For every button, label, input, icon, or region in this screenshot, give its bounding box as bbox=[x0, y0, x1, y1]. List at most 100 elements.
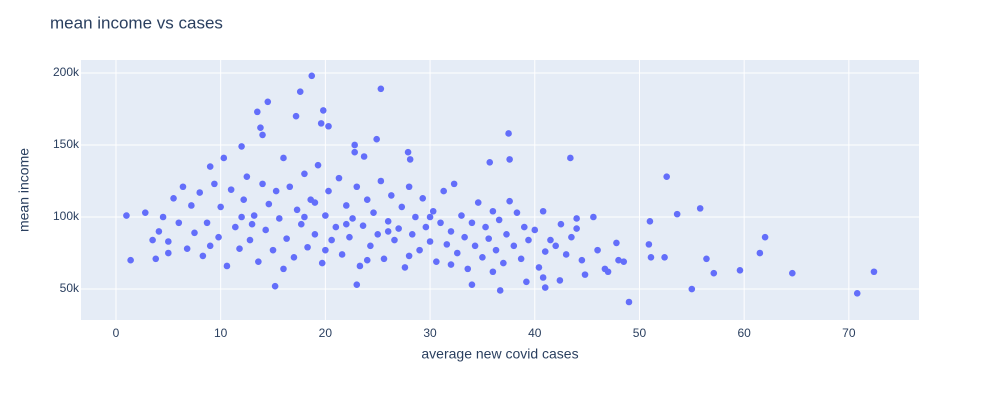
point bbox=[492, 246, 500, 254]
point bbox=[573, 225, 580, 232]
point bbox=[259, 180, 266, 188]
point bbox=[422, 223, 430, 231]
point bbox=[395, 225, 402, 232]
point bbox=[206, 163, 214, 170]
point bbox=[238, 213, 245, 221]
point bbox=[539, 207, 547, 215]
point bbox=[296, 88, 304, 95]
point bbox=[325, 122, 332, 130]
point bbox=[188, 202, 195, 209]
point bbox=[541, 284, 549, 291]
x-tick-label: 40 bbox=[528, 326, 542, 340]
point bbox=[552, 242, 559, 250]
point bbox=[265, 200, 273, 208]
point bbox=[155, 228, 163, 235]
point bbox=[255, 258, 262, 265]
point bbox=[513, 209, 521, 216]
point bbox=[232, 223, 239, 231]
point bbox=[517, 255, 525, 263]
point bbox=[525, 236, 532, 244]
point bbox=[433, 258, 440, 265]
point bbox=[443, 241, 451, 248]
x-tick-label: 0 bbox=[113, 326, 120, 340]
point bbox=[736, 267, 744, 274]
point bbox=[280, 265, 287, 273]
point bbox=[353, 183, 361, 191]
point bbox=[223, 262, 231, 270]
point bbox=[590, 213, 597, 221]
point bbox=[356, 262, 364, 270]
point bbox=[474, 199, 482, 206]
point bbox=[568, 233, 575, 241]
point bbox=[696, 205, 704, 212]
point bbox=[429, 207, 437, 215]
point bbox=[240, 196, 248, 204]
point bbox=[292, 112, 300, 120]
chart-title: mean income vs cases bbox=[50, 13, 223, 32]
x-tick-label: 10 bbox=[214, 326, 228, 340]
point bbox=[319, 107, 327, 114]
point bbox=[269, 246, 277, 254]
point bbox=[523, 278, 530, 286]
point bbox=[710, 269, 718, 277]
point bbox=[506, 156, 513, 163]
point bbox=[503, 230, 510, 238]
point bbox=[384, 218, 392, 225]
point bbox=[388, 192, 395, 199]
point bbox=[367, 242, 374, 250]
point bbox=[343, 220, 350, 228]
point bbox=[179, 183, 187, 191]
x-tick-label: 70 bbox=[842, 326, 856, 340]
point bbox=[450, 180, 458, 188]
y-axis-title: mean income bbox=[16, 148, 32, 232]
y-tick-label: 100k bbox=[53, 209, 80, 223]
point bbox=[620, 258, 628, 265]
point bbox=[447, 261, 455, 268]
point bbox=[220, 154, 228, 162]
point bbox=[227, 186, 235, 193]
point bbox=[343, 202, 350, 209]
point bbox=[601, 265, 609, 273]
point bbox=[458, 212, 465, 219]
point bbox=[703, 255, 710, 263]
point bbox=[271, 282, 279, 290]
point bbox=[401, 264, 409, 271]
point bbox=[398, 203, 406, 211]
point bbox=[311, 199, 319, 206]
point bbox=[293, 206, 301, 214]
point bbox=[541, 248, 549, 255]
x-tick-label: 20 bbox=[319, 326, 333, 340]
point bbox=[870, 268, 878, 276]
point bbox=[479, 254, 486, 261]
point bbox=[286, 183, 294, 191]
point bbox=[495, 216, 503, 224]
point bbox=[557, 220, 565, 228]
point bbox=[322, 212, 329, 219]
point bbox=[322, 246, 329, 254]
point bbox=[149, 236, 156, 244]
point bbox=[615, 256, 622, 264]
point bbox=[351, 141, 358, 149]
point bbox=[567, 154, 574, 162]
point bbox=[535, 264, 543, 271]
point bbox=[482, 223, 489, 231]
point bbox=[468, 219, 476, 227]
point bbox=[486, 158, 494, 166]
point bbox=[562, 251, 570, 258]
point bbox=[264, 98, 272, 106]
point bbox=[531, 226, 539, 234]
point bbox=[853, 290, 861, 297]
point bbox=[489, 207, 497, 215]
point bbox=[262, 226, 269, 234]
point bbox=[625, 298, 633, 306]
point bbox=[311, 230, 319, 238]
point bbox=[206, 242, 214, 250]
plot-area bbox=[81, 60, 919, 320]
point bbox=[349, 215, 356, 222]
point bbox=[663, 173, 670, 180]
point bbox=[405, 252, 413, 260]
point bbox=[297, 220, 305, 228]
point bbox=[159, 213, 167, 221]
point bbox=[363, 196, 371, 204]
